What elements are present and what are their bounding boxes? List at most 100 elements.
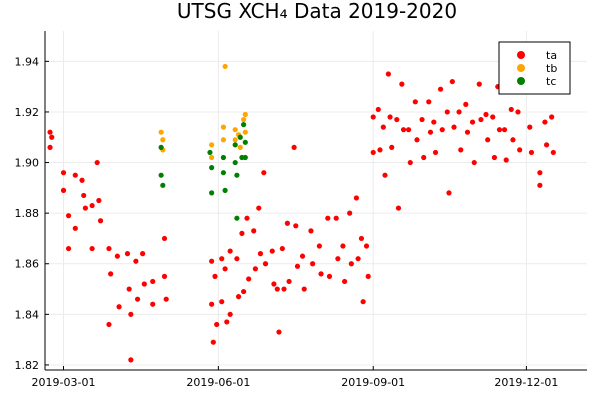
data-point — [114, 253, 120, 259]
data-point — [141, 281, 147, 287]
y-tick-label: 1.82 — [15, 359, 40, 372]
data-point — [47, 129, 53, 135]
data-point — [209, 258, 215, 264]
data-point — [377, 147, 383, 153]
data-point — [150, 278, 156, 285]
legend-marker-ta — [517, 51, 525, 59]
data-point — [158, 129, 164, 135]
data-point — [400, 127, 407, 133]
data-point — [342, 278, 348, 285]
series-tc — [158, 122, 248, 221]
data-point — [207, 149, 213, 156]
data-point — [128, 311, 134, 317]
data-point — [220, 170, 227, 176]
data-point — [242, 139, 248, 145]
data-point — [224, 319, 230, 325]
data-point — [209, 142, 215, 148]
data-point — [234, 256, 240, 262]
data-point — [232, 127, 238, 133]
data-points — [47, 63, 556, 363]
data-point — [222, 63, 228, 70]
data-point — [133, 258, 139, 264]
data-point — [106, 321, 112, 328]
data-point — [65, 213, 72, 219]
legend-label-tb: tb — [546, 62, 557, 75]
data-point — [79, 177, 85, 183]
data-point — [395, 205, 402, 211]
data-point — [47, 144, 53, 150]
data-point — [262, 261, 269, 267]
data-point — [449, 78, 455, 85]
data-point — [246, 276, 252, 282]
x-tick-label: 2019-12-01 — [494, 376, 558, 389]
data-point — [160, 137, 166, 143]
data-point — [219, 256, 225, 262]
legend-box — [498, 41, 571, 95]
data-point — [81, 192, 87, 199]
data-point — [82, 205, 88, 211]
data-point — [227, 311, 233, 317]
x-tick-label: 2019-03-01 — [32, 376, 96, 389]
data-point — [385, 71, 391, 77]
data-point — [542, 119, 548, 125]
data-point — [478, 116, 484, 123]
axes — [44, 31, 587, 371]
x-tick-label: 2019-06-01 — [186, 376, 250, 389]
data-point — [496, 127, 503, 133]
y-tick-label: 1.86 — [15, 258, 40, 271]
data-point — [414, 137, 420, 143]
data-point — [214, 321, 220, 328]
data-point — [485, 137, 491, 143]
data-point — [405, 127, 412, 133]
data-point — [380, 124, 386, 130]
data-point — [370, 149, 376, 156]
data-point — [347, 210, 353, 216]
data-point — [256, 205, 262, 211]
data-point — [108, 271, 114, 277]
data-point — [94, 159, 100, 166]
data-point — [550, 149, 556, 156]
data-point — [237, 134, 243, 140]
data-point — [299, 253, 306, 259]
data-point — [491, 154, 498, 161]
data-point — [437, 86, 444, 92]
data-point — [220, 154, 227, 161]
data-point — [365, 273, 371, 279]
data-point — [421, 154, 427, 161]
data-point — [257, 251, 264, 257]
data-point — [293, 223, 299, 229]
data-point — [242, 154, 248, 161]
data-point — [308, 228, 314, 234]
data-point — [65, 245, 72, 252]
data-point — [232, 142, 238, 148]
data-point — [234, 215, 240, 221]
legend-label-tc: tc — [546, 75, 556, 88]
data-point — [252, 266, 259, 272]
data-point — [161, 273, 168, 279]
data-point — [483, 111, 489, 118]
data-point — [451, 124, 457, 130]
data-point — [261, 170, 267, 176]
data-point — [515, 109, 521, 115]
data-point — [316, 243, 322, 249]
data-point — [335, 256, 341, 262]
data-point — [72, 225, 78, 231]
data-point — [333, 215, 339, 221]
data-point — [325, 215, 331, 221]
data-point — [89, 202, 95, 209]
data-point — [220, 124, 227, 130]
data-point — [220, 137, 227, 143]
data-point — [242, 111, 248, 118]
ticks: 1.82 1.84 1.86 1.88 1.90 1.92 1.94 2019-03-01 20… — [15, 55, 559, 389]
data-point — [431, 119, 437, 125]
data-point — [537, 182, 543, 188]
data-point — [358, 235, 365, 242]
data-point — [72, 172, 78, 178]
data-point — [128, 357, 134, 363]
data-point — [116, 304, 122, 310]
data-point — [232, 137, 238, 143]
data-point — [389, 144, 395, 150]
data-point — [360, 299, 366, 305]
